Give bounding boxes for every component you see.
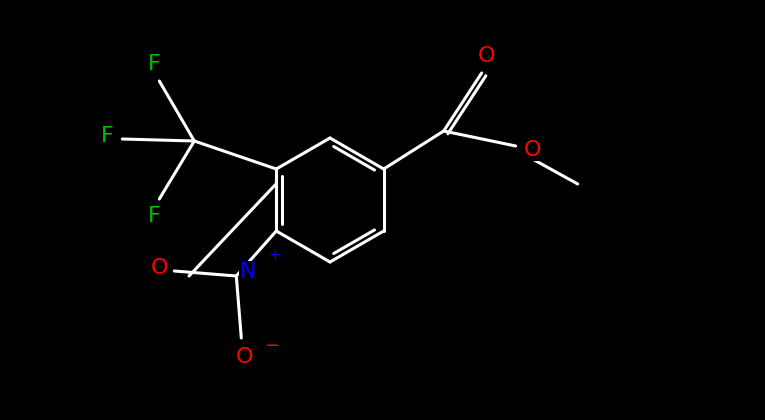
Text: −: − — [264, 337, 279, 355]
Text: O: O — [236, 347, 253, 367]
Text: N: N — [240, 262, 256, 282]
Text: O: O — [151, 258, 168, 278]
Text: O: O — [478, 46, 496, 66]
Text: F: F — [101, 126, 114, 146]
Text: +: + — [268, 249, 281, 263]
Text: F: F — [148, 54, 161, 74]
Text: F: F — [148, 206, 161, 226]
Text: O: O — [524, 140, 542, 160]
